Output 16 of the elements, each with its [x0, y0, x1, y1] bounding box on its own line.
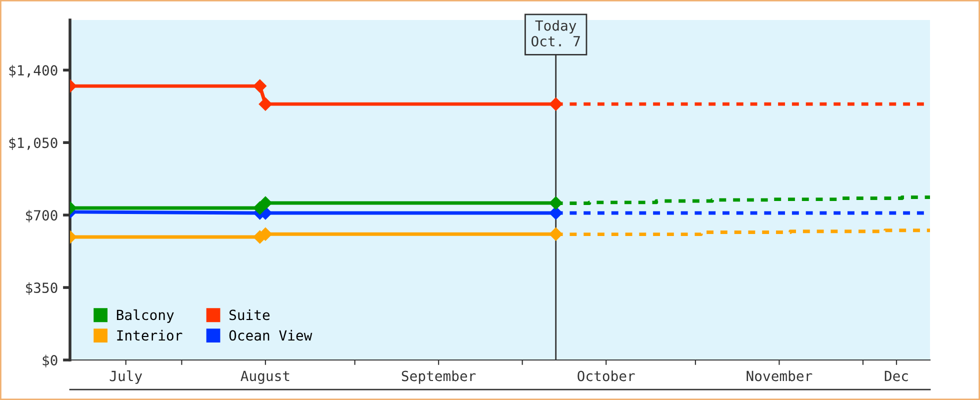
ref-line-label: Today Oct. 7 — [532, 20, 580, 46]
y-tick-label: $1,050 — [9, 137, 58, 150]
x-tick-label: November — [746, 370, 812, 382]
y-tick-label: $1,400 — [9, 64, 58, 78]
x-tick-label: Dec — [884, 370, 908, 382]
x-tick-label: August — [240, 370, 290, 384]
x-tick-label: July — [110, 370, 142, 384]
legend-label: Ocean View — [229, 330, 312, 341]
y-tick-label: $700 — [26, 210, 58, 222]
legend-label: Balcony — [116, 309, 174, 323]
legend-label: Suite — [230, 309, 270, 320]
legend-label: Interior — [117, 330, 182, 341]
x-tick-label: September — [402, 370, 476, 384]
y-tick-label: $0 — [42, 354, 58, 368]
x-tick-label: October — [578, 370, 635, 382]
y-tick-label: $350 — [26, 282, 58, 295]
